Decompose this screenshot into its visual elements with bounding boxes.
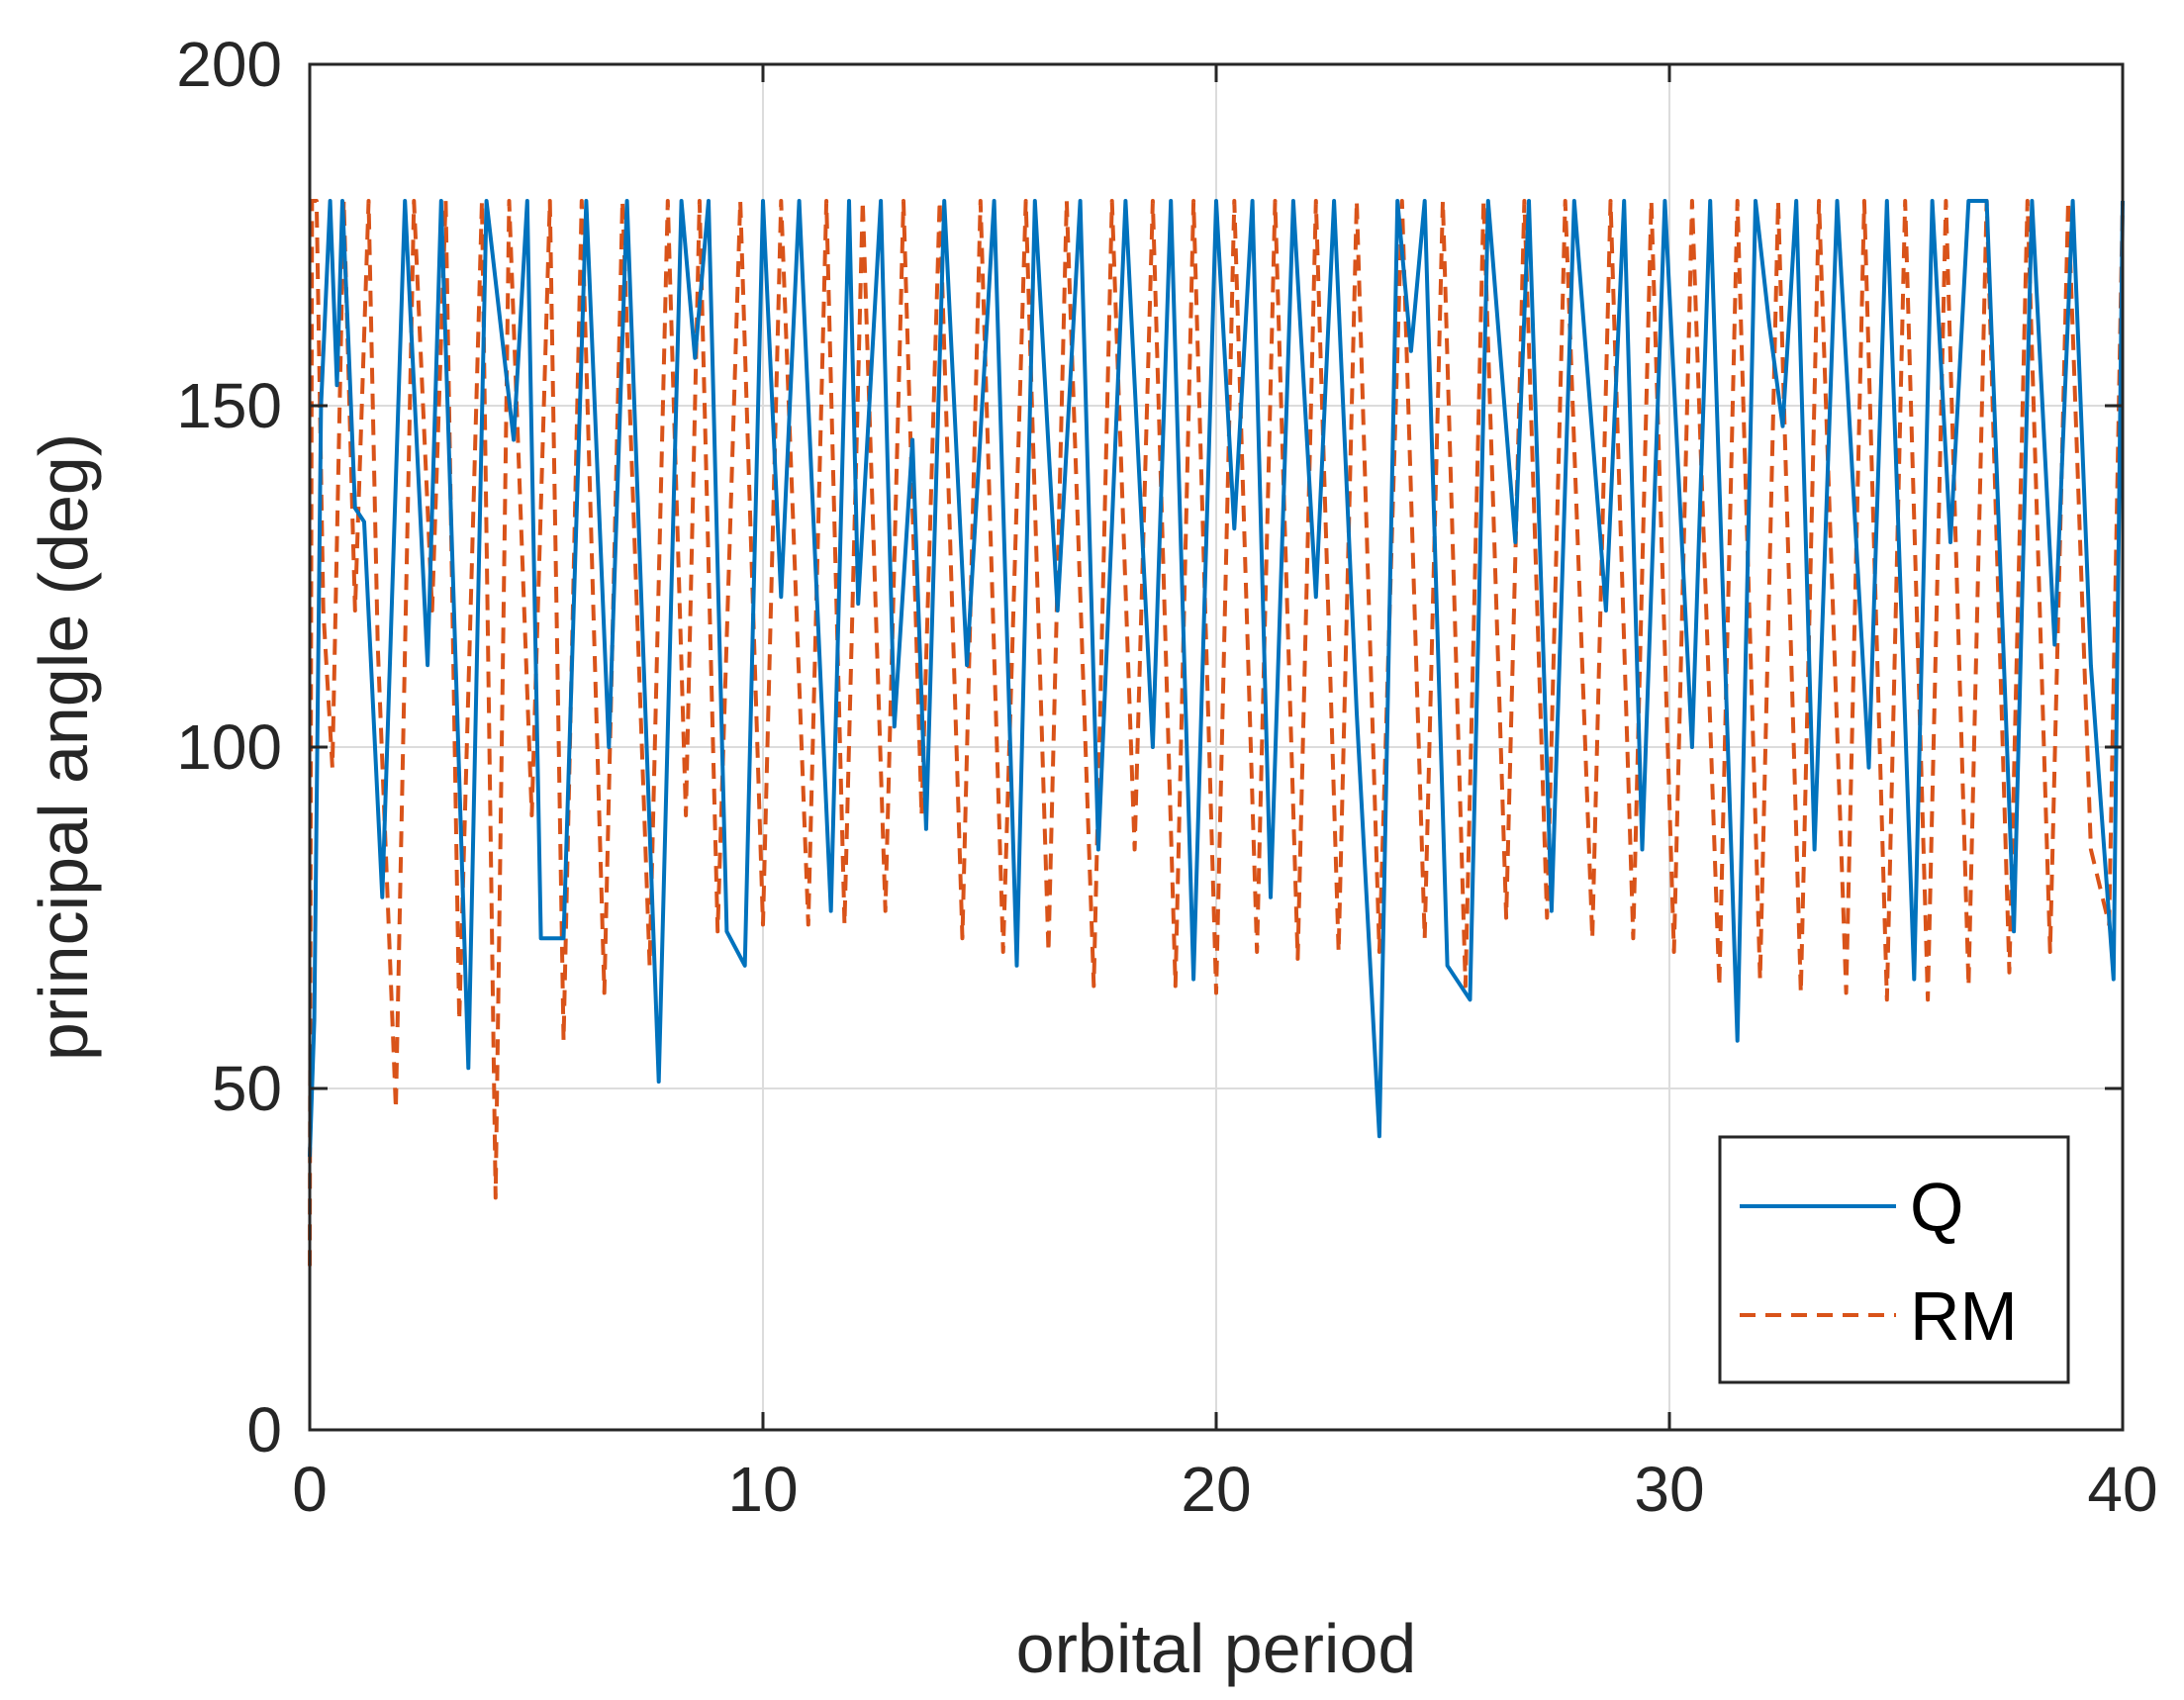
y-tick-label: 50: [212, 1053, 282, 1124]
y-tick-label: 0: [246, 1394, 282, 1465]
x-tick-label: 30: [1634, 1454, 1704, 1525]
legend-label-q: Q: [1910, 1169, 1963, 1246]
tick-labels: 0 10 20 30 40 0 50 100 150 200: [176, 29, 2157, 1525]
series-layer: [308, 199, 2125, 1267]
legend: Q RM: [1718, 1135, 2070, 1384]
y-tick-label: 100: [176, 711, 282, 783]
x-tick-label: 20: [1181, 1454, 1251, 1525]
legend-box: [1718, 1135, 2070, 1384]
y-tick-label: 200: [176, 29, 282, 100]
series-line-q: [308, 199, 2125, 1158]
x-tick-label: 10: [727, 1454, 798, 1525]
x-axis-label: orbital period: [1016, 1610, 1417, 1687]
legend-label-rm: RM: [1910, 1277, 2018, 1355]
x-tick-label: 0: [292, 1454, 328, 1525]
y-axis-label: principal angle (deg): [25, 433, 102, 1061]
y-tick-label: 150: [176, 370, 282, 441]
x-tick-label: 40: [2087, 1454, 2157, 1525]
ticks: [308, 62, 2125, 1432]
